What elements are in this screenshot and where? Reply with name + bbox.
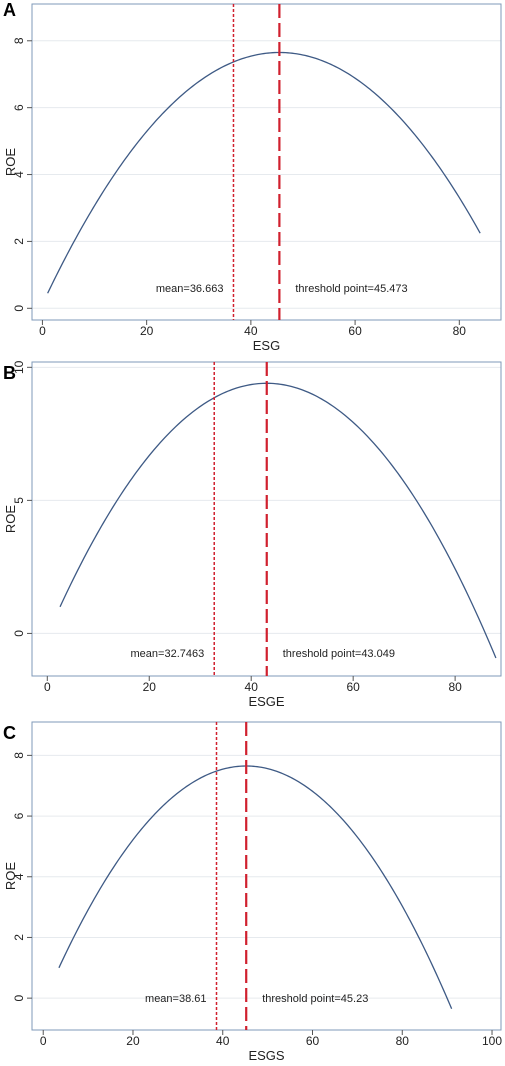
panel-b-mean-label: mean=32.7463 [131, 648, 205, 660]
panel-a-xtick-label-1: 20 [140, 324, 154, 338]
panel-c-xtick-label-1: 20 [126, 1034, 140, 1048]
panel-b-ytick-label-0: 0 [12, 630, 26, 637]
panel-b-xtick-label-4: 80 [448, 680, 462, 694]
panel-c-x-axis-title: ESGS [248, 1048, 284, 1063]
panel-a-x-axis-title: ESG [253, 338, 280, 353]
panel-c-ytick-label-2: 4 [12, 873, 26, 880]
panel-c-letter: C [3, 723, 16, 743]
panel-a-plot-frame [31, 3, 502, 321]
panel-a-ytick-label-0: 0 [12, 305, 26, 312]
panel-c-y-axis-title: ROE [3, 862, 18, 891]
panel-a-ytick-label-2: 4 [12, 171, 26, 178]
panel-c-plot-frame [31, 721, 502, 1031]
panel-b-y-axis-title: ROE [3, 505, 18, 534]
panel-b-ytick-label-2: 10 [12, 360, 26, 374]
panel-c-ytick-label-0: 0 [12, 994, 26, 1001]
panel-a-ytick-label-4: 8 [12, 37, 26, 44]
panel-c-xtick-label-0: 0 [40, 1034, 47, 1048]
panel-c-ytick-label-3: 6 [12, 812, 26, 819]
panel-a-xtick-label-3: 60 [348, 324, 362, 338]
panel-a-mean-label: mean=36.663 [156, 283, 224, 295]
panel-a-letter: A [3, 0, 16, 20]
panel-b-x-axis-title: ESGE [248, 694, 284, 709]
panel-a-y-axis-title: ROE [3, 148, 18, 177]
panel-b-xtick-label-3: 60 [346, 680, 360, 694]
panel-c-xtick-label-2: 40 [216, 1034, 230, 1048]
panel-b-threshold-label: threshold point=43.049 [283, 648, 395, 660]
panel-a-threshold-label: threshold point=45.473 [295, 283, 407, 295]
panel-c-xtick-label-5: 100 [482, 1034, 502, 1048]
panel-c-threshold-label: threshold point=45.23 [262, 993, 368, 1005]
panel-b-xtick-label-1: 20 [143, 680, 157, 694]
panel-b-xtick-label-0: 0 [44, 680, 51, 694]
panel-a-ytick-label-1: 2 [12, 238, 26, 245]
panel-a-xtick-label-4: 80 [453, 324, 467, 338]
panel-c-roe-curve [58, 765, 453, 1010]
panel-a-xtick-label-2: 40 [244, 324, 258, 338]
panel-b-ytick-label-1: 5 [12, 497, 26, 504]
panel-a-roe-curve [47, 51, 481, 294]
panel-c-mean-label: mean=38.61 [145, 993, 206, 1005]
panel-c-ytick-label-4: 8 [12, 752, 26, 759]
panel-c-xtick-label-4: 80 [396, 1034, 410, 1048]
panel-c-ytick-label-1: 2 [12, 934, 26, 941]
panel-a-ytick-label-3: 6 [12, 104, 26, 111]
panel-b-letter: B [3, 363, 16, 383]
panel-b-roe-curve [59, 382, 497, 659]
panel-c-xtick-label-3: 60 [306, 1034, 320, 1048]
panel-b-xtick-label-2: 40 [245, 680, 259, 694]
panel-a-xtick-label-0: 0 [39, 324, 46, 338]
